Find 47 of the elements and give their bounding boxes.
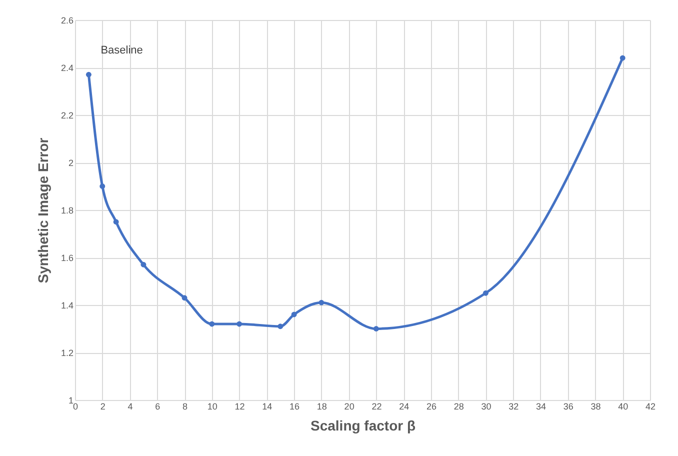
- x-tick-label: 28: [454, 402, 464, 412]
- x-tick-label: 38: [590, 402, 601, 412]
- x-tick-label: 32: [508, 402, 519, 412]
- x-tick-label: 34: [536, 402, 546, 412]
- x-tick-label: 26: [426, 402, 436, 412]
- point: [620, 55, 626, 61]
- annotation: Baseline: [100, 44, 143, 57]
- y-tick-label: 2.2: [60, 110, 74, 120]
- y-tick-label: 1.2: [60, 348, 74, 358]
- y-tick-label: 1.8: [60, 206, 74, 216]
- y-tick-label: 1.4: [60, 300, 74, 310]
- point: [86, 72, 92, 78]
- point: [373, 326, 379, 332]
- x-tick-label: 40: [618, 402, 628, 412]
- x-tick-label: 16: [290, 402, 300, 412]
- point: [291, 312, 297, 318]
- x-tick-label: 12: [234, 402, 245, 412]
- x-tick-label: 14: [262, 402, 272, 412]
- x-tick-label: 22: [372, 402, 382, 412]
- point: [236, 321, 242, 327]
- x-axis-title: Scaling factor β: [310, 418, 416, 434]
- x-tick-label: 2: [100, 402, 106, 412]
- x-tick-label: 10: [207, 402, 218, 412]
- x-tick-label: 20: [344, 402, 354, 412]
- y-tick-label: 2.4: [60, 63, 74, 73]
- y-tick-label: 1.6: [60, 253, 74, 263]
- x-tick-label: 8: [182, 402, 188, 412]
- point: [209, 321, 215, 327]
- y-tick-label: 1: [68, 396, 74, 406]
- point: [182, 295, 188, 301]
- point: [482, 290, 488, 296]
- y-axis-title: Synthetic Image Error: [34, 137, 51, 284]
- point: [318, 300, 324, 306]
- x-tick-label: 42: [645, 402, 656, 412]
- point: [140, 262, 146, 268]
- x-tick-label: 24: [399, 402, 410, 412]
- x-tick-label: 18: [316, 402, 327, 412]
- x-tick-label: 0: [72, 402, 78, 412]
- point: [278, 324, 284, 330]
- x-tick-label: 30: [481, 402, 492, 412]
- x-tick-label: 6: [155, 402, 160, 412]
- x-tick-label: 36: [563, 402, 574, 412]
- point: [100, 184, 106, 189]
- point: [113, 219, 119, 225]
- y-tick-label: 2.6: [60, 16, 74, 26]
- y-tick-label: 2: [68, 158, 74, 168]
- x-tick-label: 4: [128, 402, 133, 412]
